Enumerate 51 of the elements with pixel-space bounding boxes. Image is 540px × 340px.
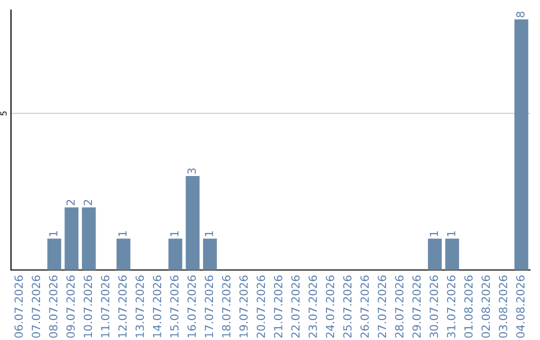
x-tick-label: 07.07.2026 bbox=[32, 276, 40, 338]
x-tick-label: 14.07.2026 bbox=[152, 276, 162, 338]
x-tick-label: 10.07.2026 bbox=[84, 276, 92, 338]
x-tick-label: 31.07.2026 bbox=[446, 276, 456, 338]
x-tick-label: 01.08.2026 bbox=[464, 276, 473, 338]
x-tick-label: 06.07.2026 bbox=[14, 276, 23, 338]
x-tick-label: 08.07.2026 bbox=[49, 276, 58, 338]
bar bbox=[428, 238, 442, 270]
data-label: 8 bbox=[516, 12, 525, 18]
x-tick-label: 11.07.2026 bbox=[100, 276, 110, 338]
data-label: 1 bbox=[204, 231, 214, 236]
x-tick-label: 04.08.2026 bbox=[516, 276, 525, 338]
x-tick-label: 09.07.2026 bbox=[66, 276, 75, 338]
data-label: 1 bbox=[49, 231, 58, 236]
x-tick-label: 28.07.2026 bbox=[395, 276, 404, 338]
data-label: 1 bbox=[118, 231, 127, 236]
x-tick-label: 23.07.2026 bbox=[308, 276, 317, 338]
x-tick-label: 03.08.2026 bbox=[498, 276, 508, 338]
data-label: 2 bbox=[66, 200, 75, 206]
data-label: 2 bbox=[84, 200, 92, 206]
x-tick-label: 19.07.2026 bbox=[239, 276, 248, 338]
bar bbox=[47, 238, 62, 270]
bar bbox=[82, 207, 96, 270]
y-tick-label: 5 bbox=[0, 111, 7, 116]
x-tick-label: 27.07.2026 bbox=[378, 276, 386, 338]
x-tick-label: 21.07.2026 bbox=[274, 276, 282, 338]
x-tick-label: 20.07.2026 bbox=[256, 276, 266, 338]
x-tick-label: 12.07.2026 bbox=[118, 276, 127, 338]
data-label: 1 bbox=[430, 231, 438, 236]
x-tick-label: 22.07.2026 bbox=[291, 276, 300, 338]
data-label: 1 bbox=[170, 231, 178, 236]
bar bbox=[116, 238, 130, 270]
x-tick-label: 25.07.2026 bbox=[343, 276, 352, 338]
x-tick-label: 24.07.2026 bbox=[326, 276, 334, 338]
x-tick-label: 13.07.2026 bbox=[136, 276, 144, 338]
x-tick-label: 18.07.2026 bbox=[222, 276, 230, 338]
x-tick-label: 15.07.2026 bbox=[170, 276, 179, 338]
bar bbox=[186, 176, 200, 270]
data-label: 1 bbox=[447, 231, 456, 236]
bar bbox=[203, 238, 217, 270]
bar bbox=[445, 238, 460, 270]
x-tick-label: 30.07.2026 bbox=[430, 276, 438, 338]
bar bbox=[64, 207, 78, 270]
x-tick-label: 17.07.2026 bbox=[204, 276, 214, 338]
data-label: 3 bbox=[187, 168, 196, 174]
x-tick-label: 02.08.2026 bbox=[482, 276, 490, 338]
x-tick-label: 16.07.2026 bbox=[187, 276, 196, 338]
x-tick-label: 29.07.2026 bbox=[412, 276, 421, 338]
x-tick-label: 26.07.2026 bbox=[360, 276, 369, 338]
bar bbox=[168, 238, 182, 270]
bar bbox=[514, 19, 528, 270]
